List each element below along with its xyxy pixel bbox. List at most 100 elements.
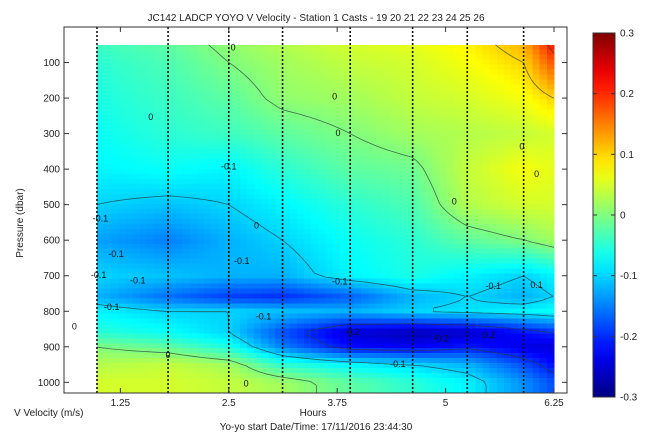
heatmap-cell [468,119,477,125]
heatmap-cell [218,139,227,145]
heatmap-cell [304,303,312,310]
heatmap-cell [461,243,469,250]
heatmap-cell [268,139,277,145]
heatmap-cell [104,228,112,235]
heatmap-cell [496,368,505,374]
heatmap-cell [454,358,462,364]
heatmap-cell [318,328,327,334]
heatmap-cell [446,99,455,106]
heatmap-cell [289,218,298,225]
heatmap-cell [189,373,198,379]
heatmap-cell [525,164,534,170]
heatmap-cell [396,353,405,359]
heatmap-cell [489,318,498,324]
heatmap-cell [189,119,198,125]
heatmap-cell [175,49,184,56]
heatmap-cell [425,49,434,56]
heatmap-cell [468,109,477,116]
heatmap-cell [146,258,155,265]
heatmap-cell [254,263,262,270]
heatmap-cell [339,333,348,339]
heatmap-cell [482,313,491,319]
heatmap-cell [482,134,491,140]
heatmap-cell [518,368,527,374]
heatmap-cell [389,174,398,180]
heatmap-cell [168,268,177,275]
heatmap-cell [546,184,555,190]
heatmap-cell [432,74,441,81]
heatmap-cell [146,218,155,225]
heatmap-cell [246,218,255,225]
heatmap-cell [525,213,534,220]
heatmap-cell [482,213,491,220]
heatmap-cell [525,184,534,190]
heatmap-cell [246,258,255,265]
heatmap-cell [532,144,541,150]
heatmap-cell [546,263,555,270]
heatmap-cell [411,248,419,255]
heatmap-cell [239,368,248,374]
heatmap-cell [304,353,312,359]
heatmap-cell [275,308,284,314]
heatmap-cell [375,258,384,265]
heatmap-cell [446,263,455,270]
heatmap-cell [275,94,284,101]
heatmap-cell [96,263,105,270]
heatmap-cell [368,388,377,394]
heatmap-cell [396,74,405,81]
heatmap-cell [425,208,434,215]
heatmap-cell [368,159,377,165]
heatmap-cell [354,134,362,140]
heatmap-cell [182,213,191,220]
heatmap-cell [268,328,277,334]
heatmap-cell [204,383,212,389]
heatmap-cell [125,159,134,165]
heatmap-cell [361,383,369,389]
heatmap-cell [139,388,148,394]
heatmap-cell [411,208,419,215]
heatmap-cell [382,54,391,61]
heatmap-cell [275,213,284,220]
heatmap-cell [518,333,527,339]
heatmap-cell [268,203,277,210]
heatmap-cell [418,84,427,91]
heatmap-cell [104,218,112,225]
heatmap-cell [125,203,134,210]
heatmap-cell [411,303,419,310]
heatmap-cell [196,328,205,334]
heatmap-cell [239,293,248,300]
heatmap-cell [204,368,212,374]
heatmap-cell [189,44,198,51]
heatmap-cell [154,388,162,394]
heatmap-cell [439,94,448,101]
heatmap-cell [396,383,405,389]
heatmap-cell [246,169,255,175]
heatmap-cell [332,368,341,374]
heatmap-cell [418,233,427,240]
heatmap-cell [454,184,462,190]
heatmap-cell [404,353,412,359]
heatmap-cell [111,149,119,155]
heatmap-cell [504,94,512,101]
heatmap-cell [311,139,319,145]
heatmap-cell [389,258,398,265]
heatmap-cell [504,84,512,91]
heatmap-cell [525,263,534,270]
heatmap-cell [139,298,148,305]
heatmap-cell [318,139,327,145]
heatmap-cell [118,263,127,270]
heatmap-cell [532,248,541,255]
heatmap-cell [96,283,105,290]
heatmap-cell [154,308,162,314]
heatmap-cell [396,119,405,125]
heatmap-cell [468,114,477,120]
heatmap-cell [168,223,177,230]
heatmap-cell [396,129,405,135]
heatmap-cell [246,228,255,235]
heatmap-cell [282,258,291,265]
heatmap-cell [311,388,319,394]
heatmap-cell [132,253,141,260]
heatmap-cell [461,328,469,334]
heatmap-cell [311,174,319,180]
heatmap-cell [118,54,127,61]
